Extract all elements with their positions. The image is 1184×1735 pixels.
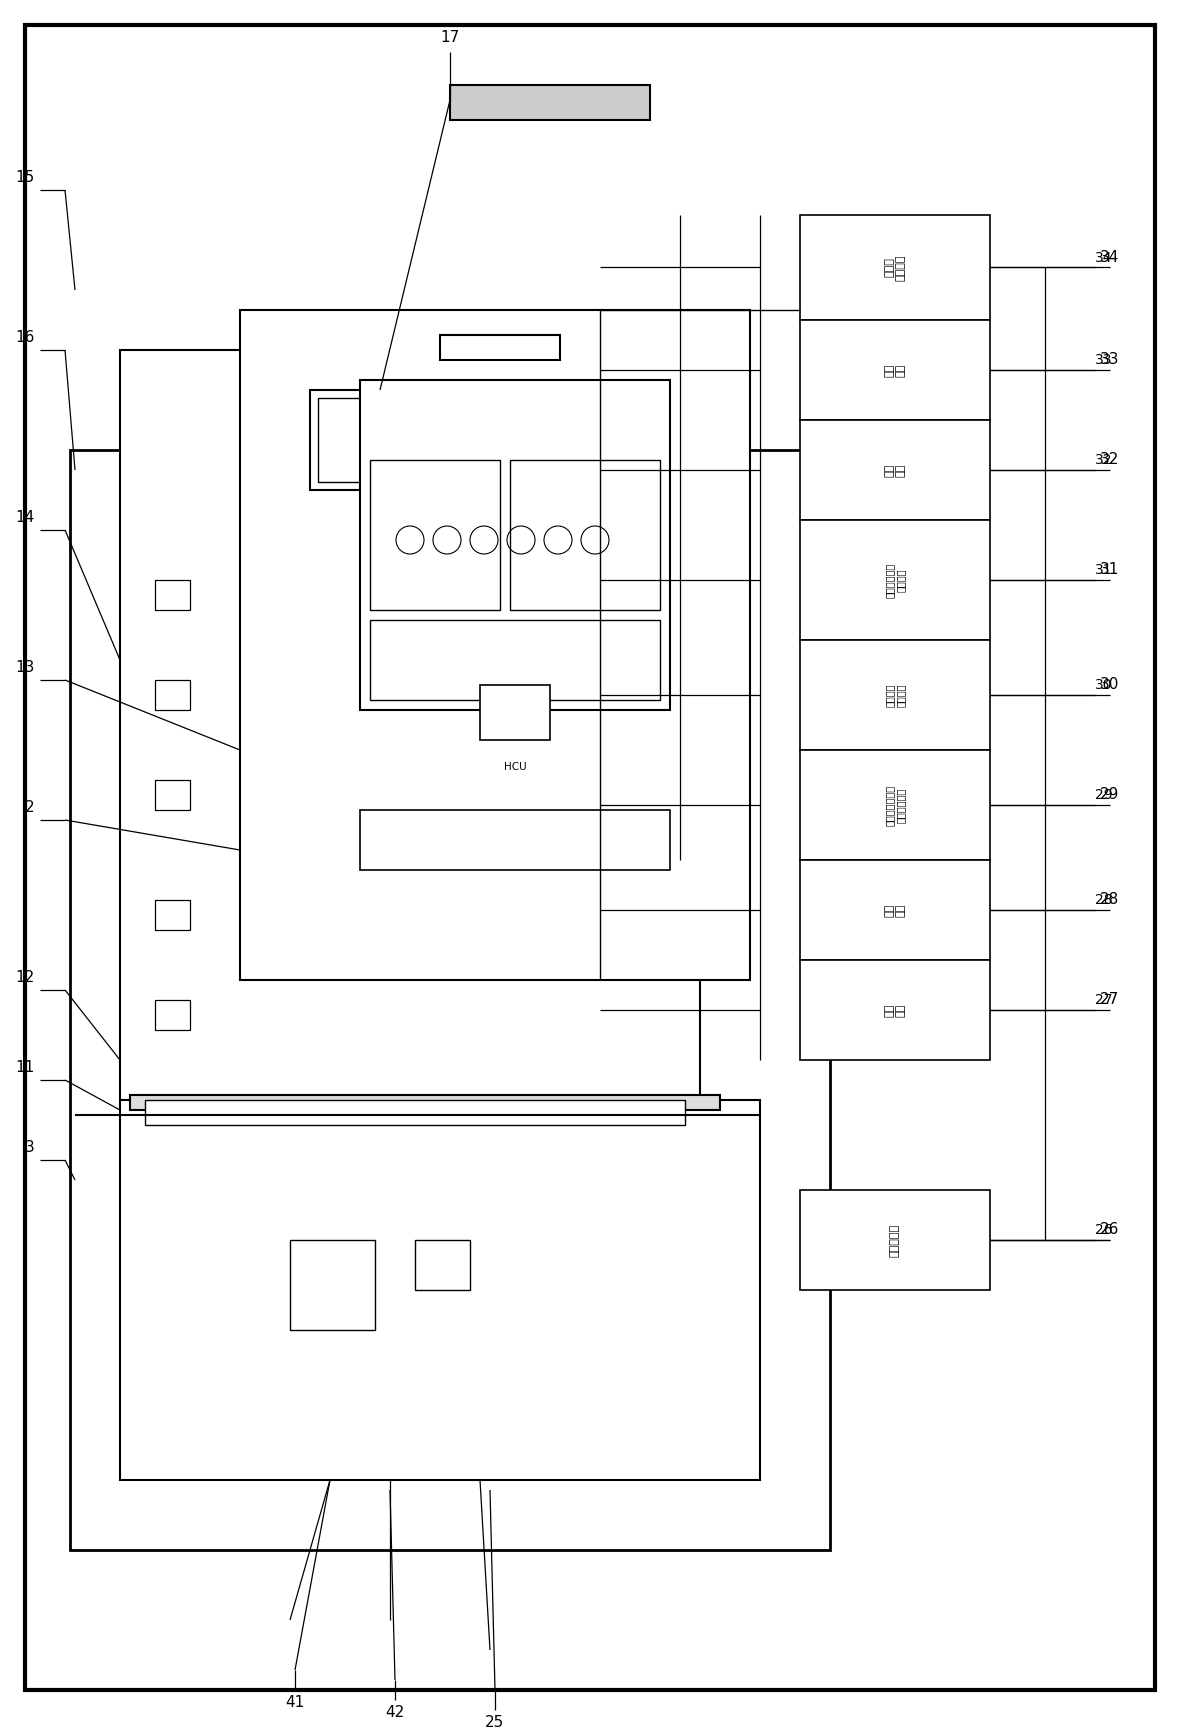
Text: HCU: HCU xyxy=(503,762,527,772)
Text: 26: 26 xyxy=(1100,1221,1119,1237)
Bar xyxy=(120,1100,760,1480)
Text: 28: 28 xyxy=(1095,894,1113,907)
Text: 11: 11 xyxy=(15,1060,36,1076)
Text: 26: 26 xyxy=(1095,1223,1113,1237)
Text: 测试电机冷却
监控系统: 测试电机冷却 监控系统 xyxy=(884,562,906,597)
Bar xyxy=(360,810,670,869)
Text: 13: 13 xyxy=(15,659,36,675)
Bar xyxy=(360,380,670,710)
Bar xyxy=(155,999,189,1031)
Text: 混合动力控制器
冷却监控系统: 混合动力控制器 冷却监控系统 xyxy=(884,784,906,826)
Text: 温控
系统: 温控 系统 xyxy=(884,363,906,376)
Text: 12: 12 xyxy=(15,970,36,985)
Text: 25: 25 xyxy=(485,1714,504,1730)
Bar xyxy=(369,619,659,699)
Bar xyxy=(120,350,700,1100)
Text: 31: 31 xyxy=(1100,562,1119,578)
Bar xyxy=(510,460,659,611)
Bar xyxy=(480,685,551,741)
Text: 机油
系统: 机油 系统 xyxy=(884,463,906,477)
Text: 30: 30 xyxy=(1095,678,1113,692)
Text: 15: 15 xyxy=(15,170,36,186)
Text: 33: 33 xyxy=(1095,352,1113,368)
Text: 17: 17 xyxy=(440,29,459,45)
Text: 41: 41 xyxy=(285,1695,304,1711)
Text: 16: 16 xyxy=(15,330,36,345)
Text: 28: 28 xyxy=(1100,892,1119,907)
Bar xyxy=(450,85,650,120)
Text: 29: 29 xyxy=(1100,788,1119,802)
Text: 42: 42 xyxy=(385,1706,405,1719)
Bar xyxy=(800,520,990,640)
Bar xyxy=(155,680,189,710)
Bar xyxy=(800,750,990,861)
Bar xyxy=(416,1241,470,1291)
Text: 功率分析仪: 功率分析仪 xyxy=(890,1223,900,1256)
Bar xyxy=(70,449,830,1549)
Text: 34: 34 xyxy=(1095,250,1113,264)
Text: 33: 33 xyxy=(1100,352,1120,368)
Bar xyxy=(800,319,990,420)
Text: 轮轴
电机: 轮轴 电机 xyxy=(884,904,906,916)
Bar xyxy=(155,579,189,611)
Text: 27: 27 xyxy=(1100,992,1119,1006)
Bar xyxy=(800,959,990,1060)
Bar xyxy=(800,861,990,959)
Bar xyxy=(130,1095,720,1110)
Text: 14: 14 xyxy=(15,510,36,526)
Bar xyxy=(440,335,560,359)
Bar xyxy=(800,640,990,750)
Bar xyxy=(800,215,990,319)
Text: 32: 32 xyxy=(1095,453,1113,467)
Bar xyxy=(310,390,430,489)
Text: 34: 34 xyxy=(1100,250,1119,264)
Bar xyxy=(800,420,990,520)
Text: 27: 27 xyxy=(1095,992,1113,1006)
Bar xyxy=(290,1241,375,1331)
Bar xyxy=(155,900,189,930)
Text: 30: 30 xyxy=(1100,677,1119,692)
Bar xyxy=(318,397,422,482)
Text: 2: 2 xyxy=(25,800,36,815)
Bar xyxy=(369,460,500,611)
Text: 29: 29 xyxy=(1095,788,1113,802)
Bar xyxy=(800,1190,990,1291)
Bar xyxy=(155,781,189,810)
Text: 3: 3 xyxy=(25,1140,36,1156)
Bar xyxy=(144,1100,686,1124)
Text: 32: 32 xyxy=(1100,453,1119,467)
Text: 31: 31 xyxy=(1095,562,1113,578)
Text: 变频调速
监控系统: 变频调速 监控系统 xyxy=(884,684,906,706)
Text: 变频
柜柜: 变频 柜柜 xyxy=(884,1003,906,1017)
Text: 冷却液
监控系统: 冷却液 监控系统 xyxy=(884,255,906,281)
Bar xyxy=(240,311,749,980)
